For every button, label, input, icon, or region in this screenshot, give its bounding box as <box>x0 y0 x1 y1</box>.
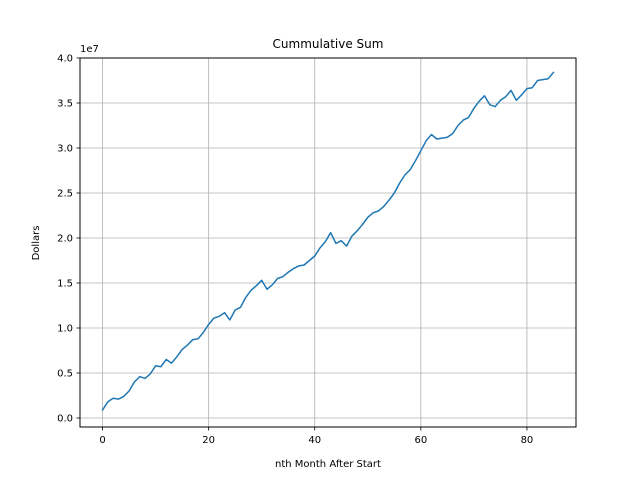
y-axis: 0.0 0.5 1.0 1.5 2.0 2.5 3.0 3.5 4.0 <box>57 54 80 425</box>
y-tick-label: 3.0 <box>57 144 73 155</box>
plot-frame <box>79 57 577 428</box>
y-tick-label: 3.5 <box>57 99 73 110</box>
x-tick-label: 20 <box>202 435 215 446</box>
y-tick-label: 2.0 <box>57 234 73 245</box>
y-tick-label: 4.0 <box>57 54 73 65</box>
y-tick-label: 0.5 <box>57 369 73 380</box>
chart-title: Cummulative Sum <box>273 37 384 51</box>
y-axis-offset-label: 1e7 <box>80 44 99 55</box>
x-tick-label: 40 <box>308 435 321 446</box>
y-tick-label: 1.5 <box>57 279 73 290</box>
y-tick-label: 1.0 <box>57 324 73 335</box>
x-tick-label: 80 <box>521 435 534 446</box>
y-axis-label: Dollars <box>31 226 42 261</box>
x-tick-label: 0 <box>99 435 105 446</box>
x-tick-label: 60 <box>414 435 427 446</box>
x-axis-label: nth Month After Start <box>275 459 381 470</box>
y-tick-label: 0.0 <box>57 414 73 425</box>
series-line <box>101 71 555 411</box>
x-axis: 0 20 40 60 80 <box>99 427 533 446</box>
y-tick-label: 2.5 <box>57 189 73 200</box>
series-layer <box>101 71 555 411</box>
